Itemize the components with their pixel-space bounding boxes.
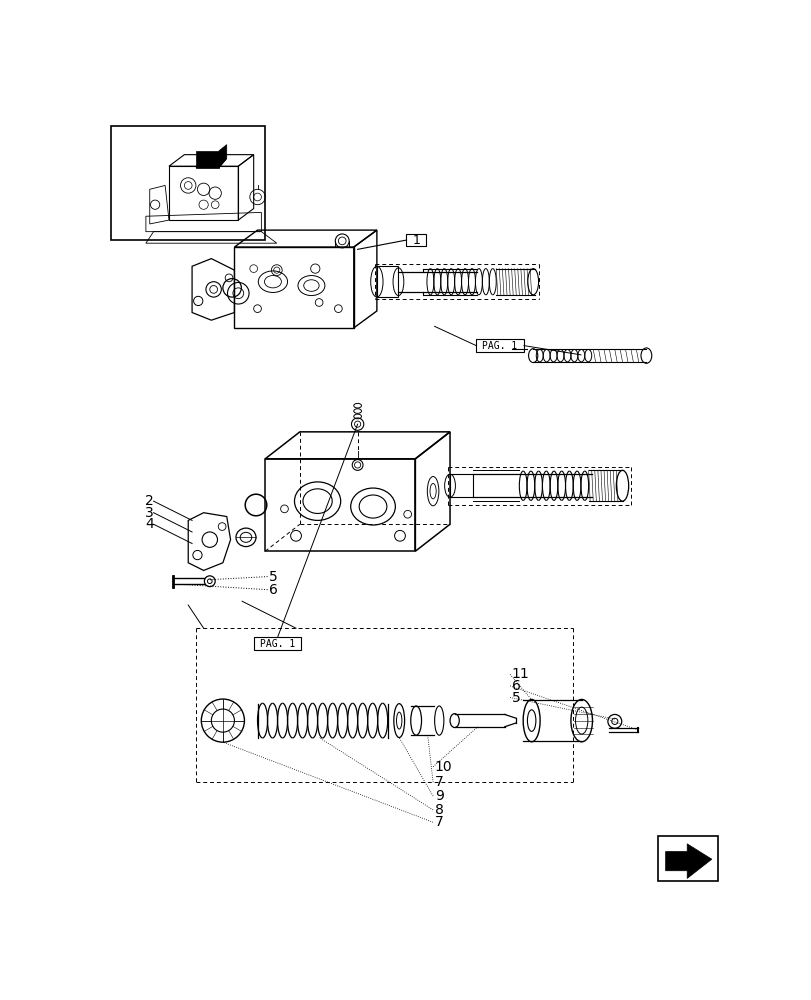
Text: 6: 6 <box>511 679 520 693</box>
Bar <box>111 126 265 240</box>
Text: 4: 4 <box>144 517 153 531</box>
Text: 9: 9 <box>434 789 443 803</box>
Text: 1: 1 <box>412 234 419 247</box>
Text: 5: 5 <box>268 570 277 584</box>
Text: 7: 7 <box>434 815 443 829</box>
Bar <box>406 234 426 246</box>
Text: 8: 8 <box>434 803 443 817</box>
Polygon shape <box>195 151 219 168</box>
Bar <box>449 474 473 497</box>
Text: 11: 11 <box>511 667 529 681</box>
Text: 3: 3 <box>144 506 153 520</box>
Text: PAG. 1: PAG. 1 <box>260 639 295 649</box>
Text: 10: 10 <box>434 760 452 774</box>
Bar <box>376 266 398 297</box>
Text: 7: 7 <box>434 775 443 789</box>
Polygon shape <box>665 844 711 878</box>
Text: 5: 5 <box>511 690 520 704</box>
Text: 2: 2 <box>144 494 153 508</box>
Polygon shape <box>195 158 226 168</box>
Bar <box>253 637 301 650</box>
Text: 6: 6 <box>268 583 277 597</box>
Polygon shape <box>219 145 226 168</box>
Bar <box>657 836 717 881</box>
Text: PAG. 1: PAG. 1 <box>482 341 517 351</box>
Bar <box>475 339 523 352</box>
